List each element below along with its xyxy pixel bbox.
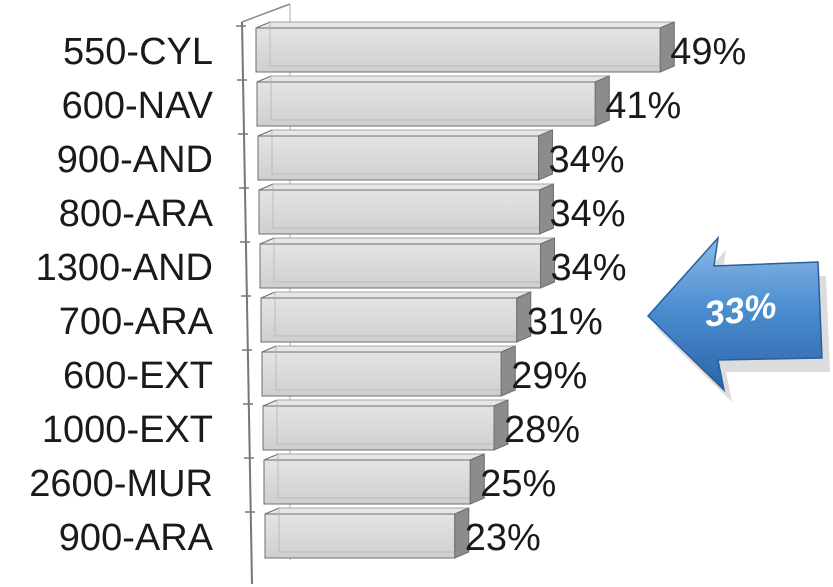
value-label: 49%: [670, 31, 746, 73]
bar: [264, 507, 470, 559]
category-label: 600-EXT: [63, 355, 213, 397]
category-label: 550-CYL: [63, 31, 213, 73]
bar-top-face: [263, 453, 485, 461]
category-label: 600-NAV: [62, 85, 214, 127]
bar-end-face: [659, 21, 675, 73]
bar-end-face: [454, 507, 470, 559]
value-label: 29%: [511, 355, 587, 397]
category-label: 900-AND: [57, 139, 213, 181]
bar-top-face: [257, 129, 553, 137]
bar: [255, 21, 675, 73]
bar-front-face: [262, 405, 495, 451]
bar: [263, 453, 485, 505]
bar: [261, 345, 516, 397]
category-label: 1000-EXT: [42, 409, 213, 451]
bar: [259, 237, 555, 289]
bar: [262, 399, 509, 451]
category-label: 900-ARA: [59, 517, 214, 559]
bar-end-face: [540, 237, 555, 289]
bar: [260, 291, 532, 343]
bar-top-face: [260, 291, 531, 299]
value-label: 23%: [465, 517, 541, 559]
bar-top-face: [259, 237, 555, 245]
bar-top-face: [262, 399, 509, 407]
category-label: 800-ARA: [59, 193, 214, 235]
bar-top-face: [264, 507, 469, 515]
bar: [256, 75, 610, 127]
bar-end-face: [539, 183, 554, 235]
bar: [258, 183, 554, 235]
value-label: 31%: [527, 301, 603, 343]
category-label: 2600-MUR: [29, 463, 213, 505]
bar-top-face: [258, 183, 554, 191]
bar-top-face: [256, 75, 610, 83]
annotation-arrow: 33%: [646, 235, 830, 402]
annotation-value: 33%: [702, 284, 779, 335]
axis-back-edge: [241, 3, 291, 23]
bar-end-face: [516, 291, 532, 343]
bar-front-face: [259, 243, 541, 289]
category-label: 1300-AND: [36, 247, 213, 289]
bar-end-face: [500, 345, 516, 397]
bar-end-face: [594, 75, 610, 127]
bars-group: [255, 21, 675, 559]
value-label: 41%: [605, 85, 681, 127]
value-label: 34%: [551, 247, 627, 289]
bar-front-face: [257, 135, 539, 181]
bar-front-face: [255, 27, 661, 73]
bar-front-face: [258, 189, 540, 235]
value-label: 34%: [550, 193, 626, 235]
bar-front-face: [264, 513, 456, 559]
value-axis-line: [241, 21, 253, 585]
bar-front-face: [263, 459, 471, 505]
bar-front-face: [261, 351, 502, 397]
value-label: 34%: [549, 139, 625, 181]
bar-top-face: [255, 21, 675, 29]
bar: [257, 129, 553, 181]
value-label: 25%: [480, 463, 556, 505]
category-labels: 550-CYL 600-NAV 900-AND 800-ARA 1300-AND 700-…: [29, 31, 213, 559]
bar-top-face: [261, 345, 516, 353]
value-label: 28%: [504, 409, 580, 451]
bar-end-face: [493, 399, 509, 451]
category-label: 700-ARA: [59, 301, 214, 343]
bar-front-face: [256, 81, 596, 127]
bar-end-face: [469, 453, 485, 505]
bar-front-face: [260, 297, 518, 343]
value-labels: 49% 41% 34% 34% 34% 31% 29% 28% 25% 23%: [465, 31, 747, 559]
bar-end-face: [538, 129, 553, 181]
left-arrow-icon: [646, 235, 823, 393]
